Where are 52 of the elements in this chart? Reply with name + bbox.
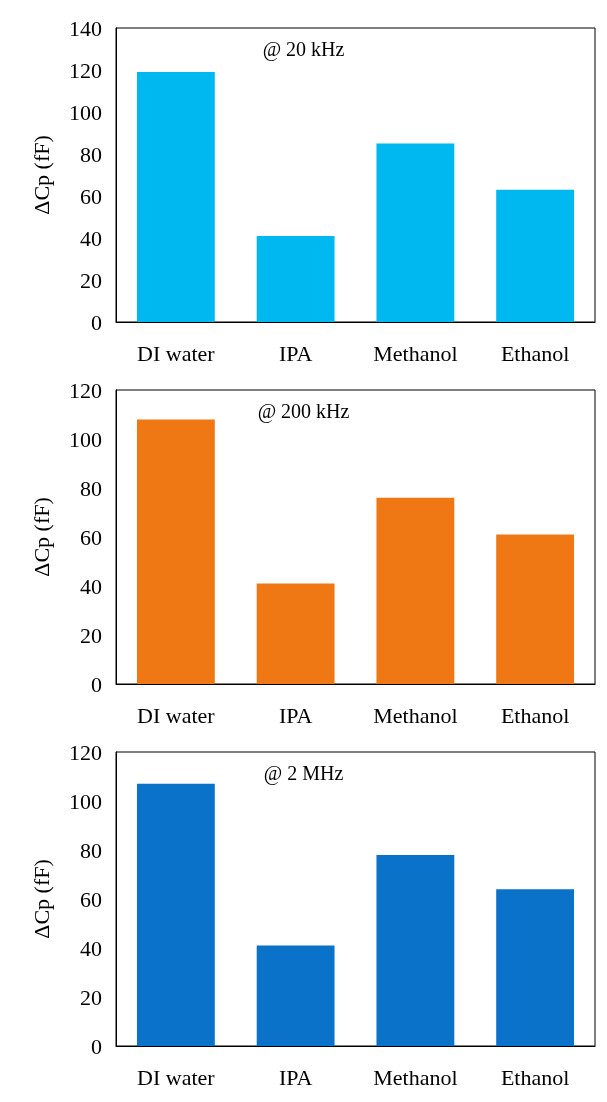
y-tick-label: 100 [69, 788, 102, 814]
y-tick-label: 120 [69, 739, 102, 765]
x-tick-label: Methanol [373, 702, 458, 728]
y-tick-label: 0 [91, 1033, 102, 1059]
bar [496, 889, 575, 1046]
x-tick-label: IPA [278, 702, 313, 728]
x-tick-label: Ethanol [500, 702, 570, 728]
x-tick-label: Ethanol [500, 1064, 570, 1090]
text: @ 20 kHz [262, 38, 345, 61]
bar [136, 72, 215, 322]
y-axis-title: ΔCp (fF) [28, 859, 54, 939]
x-tick-label: IPA [278, 1064, 313, 1090]
y-tick-label: 60 [80, 886, 102, 912]
y-tick-label: 20 [80, 267, 102, 293]
x-tick-label: DI water [137, 702, 216, 728]
bar [256, 945, 335, 1046]
y-tick-label: 40 [80, 935, 102, 961]
y-axis-title: ΔCp (fF) [28, 497, 54, 577]
bar [496, 534, 575, 684]
text: @ 200 kHz [257, 400, 350, 423]
y-tick-label: 80 [80, 141, 102, 167]
x-tick-label: Methanol [373, 1064, 458, 1090]
y-tick-label: 20 [80, 984, 102, 1010]
bar [136, 419, 215, 684]
y-tick-label: 0 [91, 309, 102, 335]
x-tick-label: IPA [278, 340, 313, 366]
y-tick-label: 140 [69, 15, 102, 41]
y-tick-label: 20 [80, 622, 102, 648]
y-tick-label: 40 [80, 225, 102, 251]
y-tick-label: 80 [80, 475, 102, 501]
y-tick-label: 100 [69, 99, 102, 125]
y-axis-title: ΔCp (fF) [28, 135, 54, 215]
bar [376, 854, 455, 1046]
y-tick-label: 100 [69, 426, 102, 452]
bar [256, 235, 335, 322]
x-tick-label: Ethanol [500, 340, 570, 366]
y-tick-label: 60 [80, 524, 102, 550]
text: @ 2 MHz [263, 762, 344, 785]
x-tick-label: Methanol [373, 340, 458, 366]
bar [496, 189, 575, 322]
y-tick-label: 80 [80, 837, 102, 863]
y-tick-label: 60 [80, 183, 102, 209]
bar [376, 497, 455, 684]
x-tick-label: DI water [137, 340, 216, 366]
y-tick-label: 40 [80, 573, 102, 599]
bar [256, 583, 335, 684]
x-tick-label: DI water [137, 1064, 216, 1090]
bar [136, 783, 215, 1046]
y-tick-label: 120 [69, 377, 102, 403]
y-tick-label: 0 [91, 671, 102, 697]
y-tick-label: 120 [69, 57, 102, 83]
bar [376, 143, 455, 322]
